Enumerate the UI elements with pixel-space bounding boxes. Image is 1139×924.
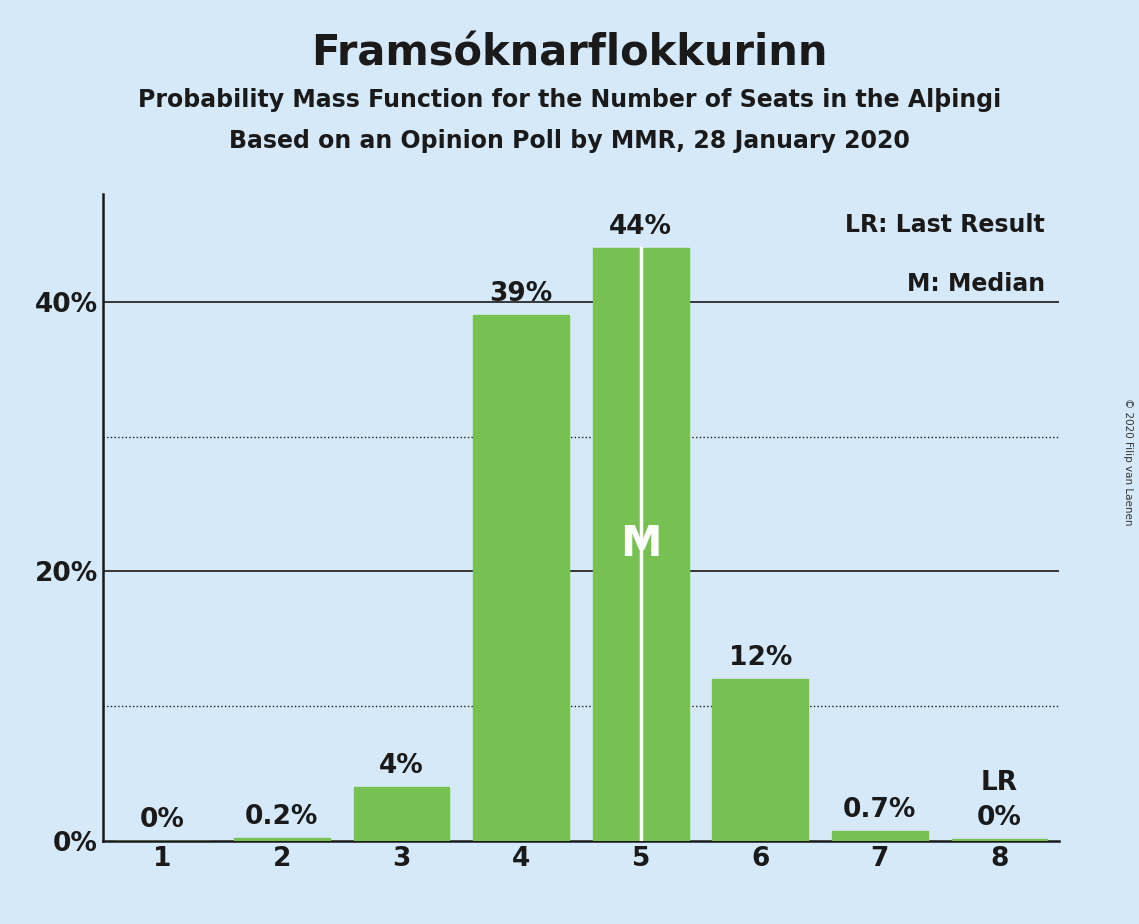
Text: LR: Last Result: LR: Last Result: [845, 213, 1044, 237]
Text: 39%: 39%: [490, 281, 552, 307]
Text: 12%: 12%: [729, 645, 792, 671]
Bar: [713, 679, 808, 841]
Text: 44%: 44%: [609, 213, 672, 240]
Text: 0%: 0%: [977, 806, 1022, 832]
Text: © 2020 Filip van Laenen: © 2020 Filip van Laenen: [1123, 398, 1133, 526]
Bar: [474, 315, 570, 841]
Bar: [235, 838, 330, 841]
Bar: [353, 787, 449, 841]
Bar: [592, 248, 688, 841]
Text: Probability Mass Function for the Number of Seats in the Alþingi: Probability Mass Function for the Number…: [138, 88, 1001, 112]
Text: M: M: [620, 523, 662, 565]
Bar: [951, 840, 1048, 841]
Text: 0.7%: 0.7%: [843, 797, 917, 823]
Text: 0.2%: 0.2%: [245, 804, 319, 830]
Bar: [831, 832, 927, 841]
Text: LR: LR: [981, 771, 1018, 796]
Text: M: Median: M: Median: [907, 272, 1044, 296]
Text: Framsóknarflokkurinn: Framsóknarflokkurinn: [311, 32, 828, 74]
Text: 0%: 0%: [140, 807, 185, 833]
Text: 4%: 4%: [379, 753, 424, 779]
Text: Based on an Opinion Poll by MMR, 28 January 2020: Based on an Opinion Poll by MMR, 28 Janu…: [229, 129, 910, 153]
